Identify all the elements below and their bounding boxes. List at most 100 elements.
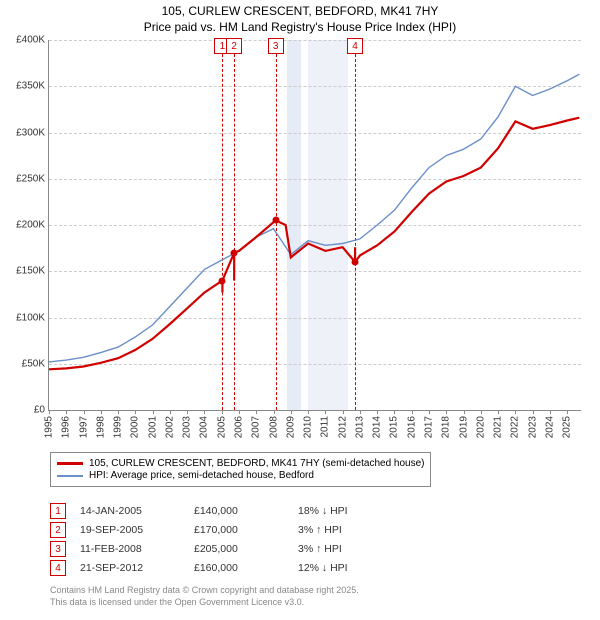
x-tick	[343, 410, 344, 414]
x-axis-label: 2008	[268, 416, 279, 438]
x-axis-label: 2001	[147, 416, 158, 438]
row-pct: 3% ↑ HPI	[298, 524, 388, 536]
x-axis-label: 1999	[113, 416, 124, 438]
x-axis-label: 1998	[95, 416, 106, 438]
x-tick	[118, 410, 119, 414]
x-axis-label: 2017	[424, 416, 435, 438]
y-axis-label: £300K	[16, 127, 45, 138]
row-price: £205,000	[194, 543, 284, 555]
sale-dot	[231, 249, 238, 256]
row-pct: 12% ↓ HPI	[298, 562, 388, 574]
row-price: £160,000	[194, 562, 284, 574]
x-axis-label: 2006	[234, 416, 245, 438]
row-price: £170,000	[194, 524, 284, 536]
x-tick	[204, 410, 205, 414]
x-axis-label: 2007	[251, 416, 262, 438]
x-axis-label: 2019	[458, 416, 469, 438]
x-axis-label: 2009	[285, 416, 296, 438]
y-axis-label: £0	[34, 405, 45, 416]
page-title-line1: 105, CURLEW CRESCENT, BEDFORD, MK41 7HY	[0, 4, 600, 20]
x-tick	[567, 410, 568, 414]
row-date: 21-SEP-2012	[80, 562, 180, 574]
row-date: 14-JAN-2005	[80, 505, 180, 517]
x-tick	[394, 410, 395, 414]
x-axis-label: 2005	[216, 416, 227, 438]
x-tick	[66, 410, 67, 414]
chart-plot-area: £0£50K£100K£150K£200K£250K£300K£350K£400…	[48, 40, 581, 411]
x-axis-label: 2016	[406, 416, 417, 438]
y-axis-label: £250K	[16, 173, 45, 184]
x-tick	[377, 410, 378, 414]
x-axis-label: 2014	[372, 416, 383, 438]
x-tick	[550, 410, 551, 414]
x-tick	[308, 410, 309, 414]
row-pct: 18% ↓ HPI	[298, 505, 388, 517]
y-axis-label: £150K	[16, 266, 45, 277]
x-axis-label: 2011	[320, 416, 331, 438]
x-tick	[256, 410, 257, 414]
x-tick	[446, 410, 447, 414]
legend-swatch-hpi	[57, 475, 83, 477]
x-tick	[84, 410, 85, 414]
x-axis-label: 2002	[164, 416, 175, 438]
table-row: 1 14-JAN-2005 £140,000 18% ↓ HPI	[50, 503, 388, 519]
x-axis-label: 1995	[44, 416, 55, 438]
legend-label-hpi: HPI: Average price, semi-detached house,…	[89, 470, 314, 481]
price-line	[49, 118, 579, 370]
y-axis-label: £350K	[16, 81, 45, 92]
x-tick	[515, 410, 516, 414]
x-axis-label: 2015	[389, 416, 400, 438]
table-row: 3 11-FEB-2008 £205,000 3% ↑ HPI	[50, 541, 388, 557]
sale-dot	[272, 217, 279, 224]
x-axis-label: 2010	[303, 416, 314, 438]
y-axis-label: £100K	[16, 312, 45, 323]
x-axis-label: 2024	[544, 416, 555, 438]
row-date: 11-FEB-2008	[80, 543, 180, 555]
sale-dot	[352, 259, 359, 266]
x-tick	[412, 410, 413, 414]
x-tick	[135, 410, 136, 414]
legend-row-hpi: HPI: Average price, semi-detached house,…	[57, 470, 424, 481]
x-axis-label: 2018	[441, 416, 452, 438]
row-marker: 4	[50, 560, 66, 576]
legend-label-price: 105, CURLEW CRESCENT, BEDFORD, MK41 7HY …	[89, 458, 424, 469]
row-pct: 3% ↑ HPI	[298, 543, 388, 555]
x-tick	[153, 410, 154, 414]
footnote: Contains HM Land Registry data © Crown c…	[50, 585, 359, 608]
x-axis-label: 2000	[130, 416, 141, 438]
x-tick	[533, 410, 534, 414]
x-tick	[187, 410, 188, 414]
x-tick	[429, 410, 430, 414]
legend-box: 105, CURLEW CRESCENT, BEDFORD, MK41 7HY …	[50, 452, 431, 487]
sale-marker-4: 4	[347, 38, 363, 54]
x-tick	[274, 410, 275, 414]
x-axis-label: 2021	[493, 416, 504, 438]
footnote-line2: This data is licensed under the Open Gov…	[50, 597, 359, 609]
table-row: 219-SEP-2005£170,0003% ↑ HPI	[50, 522, 388, 538]
x-tick	[498, 410, 499, 414]
x-tick	[222, 410, 223, 414]
x-axis-label: 2020	[475, 416, 486, 438]
x-axis-label: 2003	[182, 416, 193, 438]
x-tick	[325, 410, 326, 414]
x-axis-label: 2004	[199, 416, 210, 438]
x-tick	[170, 410, 171, 414]
hpi-line	[49, 74, 579, 362]
x-tick	[291, 410, 292, 414]
sale-dot	[219, 277, 226, 284]
legend-row-price: 105, CURLEW CRESCENT, BEDFORD, MK41 7HY …	[57, 458, 424, 469]
legend-swatch-price	[57, 462, 83, 465]
row-marker: 1	[50, 503, 66, 519]
row-marker: 3	[50, 541, 66, 557]
sales-table: 114-JAN-2005£140,00018% ↓ HPI219-SEP-200…	[50, 500, 388, 579]
sale-marker-2: 2	[226, 38, 242, 54]
x-tick	[49, 410, 50, 414]
page-title-line2: Price paid vs. HM Land Registry's House …	[0, 20, 600, 36]
x-axis-label: 2023	[527, 416, 538, 438]
x-axis-label: 1997	[78, 416, 89, 438]
x-axis-label: 2013	[354, 416, 365, 438]
x-axis-label: 2012	[337, 416, 348, 438]
table-row: 4 21-SEP-2012 £160,000 12% ↓ HPI	[50, 560, 388, 576]
row-price: £140,000	[194, 505, 284, 517]
x-tick	[239, 410, 240, 414]
